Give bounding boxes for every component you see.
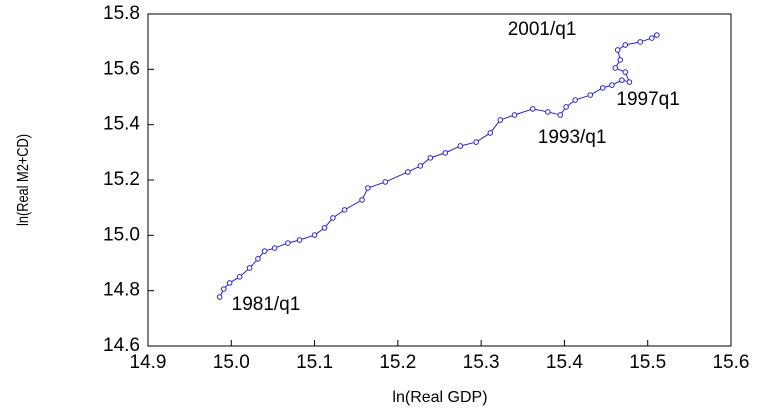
- x-tick-label: 15.1: [296, 352, 333, 373]
- x-axis-label: ln(Real GDP): [392, 389, 487, 406]
- data-point: [255, 256, 261, 262]
- data-point: [609, 82, 615, 88]
- data-point: [487, 130, 494, 136]
- annotation: 1981/q1: [232, 294, 301, 315]
- data-point: [226, 280, 233, 286]
- data-point: [622, 69, 629, 75]
- y-tick-label: 15.6: [103, 58, 140, 79]
- data-line: [219, 34, 658, 298]
- x-tick-label: 15.2: [379, 352, 416, 373]
- y-axis-label: ln(Real M2+CD): [15, 134, 33, 226]
- x-tick-label: 15.3: [463, 352, 500, 373]
- annotation: 1993/q1: [538, 127, 607, 148]
- data-point: [382, 179, 389, 185]
- data-point: [296, 237, 303, 243]
- data-point: [442, 150, 449, 156]
- data-point: [220, 286, 227, 292]
- y-tick-label: 15.8: [103, 3, 140, 24]
- data-point: [587, 92, 594, 98]
- data-point: [599, 85, 606, 91]
- data-point: [626, 79, 633, 85]
- data-point: [649, 35, 655, 41]
- data-point: [622, 42, 629, 48]
- y-tick-label: 15.0: [103, 224, 140, 245]
- data-point: [614, 47, 621, 53]
- annotation: 2001/q1: [508, 19, 577, 40]
- data-point: [321, 225, 328, 231]
- data-point: [216, 294, 223, 300]
- data-point: [330, 215, 336, 221]
- data-point: [271, 245, 278, 251]
- y-tick-label: 14.6: [103, 335, 140, 356]
- data-point: [285, 240, 291, 246]
- data-point: [511, 112, 518, 118]
- data-point: [557, 112, 564, 118]
- data-point: [417, 163, 424, 169]
- data-point: [544, 109, 551, 115]
- data-point: [341, 207, 348, 213]
- data-point: [619, 77, 625, 83]
- data-point: [311, 232, 318, 238]
- data-point: [405, 169, 411, 175]
- x-tick-label: 14.9: [130, 352, 167, 373]
- annotation: 1997q1: [616, 89, 679, 110]
- y-tick-label: 15.2: [103, 169, 140, 190]
- x-tick-label: 15.0: [213, 352, 250, 373]
- data-point: [236, 274, 243, 280]
- y-tick-label: 14.8: [103, 280, 140, 301]
- y-tick-label: 15.4: [103, 114, 140, 135]
- data-point: [365, 185, 371, 191]
- data-point: [612, 65, 619, 71]
- data-point: [457, 143, 464, 149]
- x-tick-label: 15.4: [546, 352, 583, 373]
- data-point: [572, 97, 579, 103]
- data-point: [261, 248, 268, 254]
- x-tick-label: 15.6: [713, 352, 750, 373]
- data-point: [359, 197, 365, 203]
- data-point: [427, 155, 434, 161]
- data-point: [529, 106, 536, 112]
- data-point: [497, 117, 504, 123]
- data-point: [473, 139, 479, 145]
- data-point: [617, 57, 624, 63]
- data-point: [637, 39, 644, 45]
- x-tick-label: 15.5: [629, 352, 666, 373]
- data-point: [246, 265, 253, 271]
- data-point: [563, 104, 569, 110]
- data-point: [654, 32, 660, 38]
